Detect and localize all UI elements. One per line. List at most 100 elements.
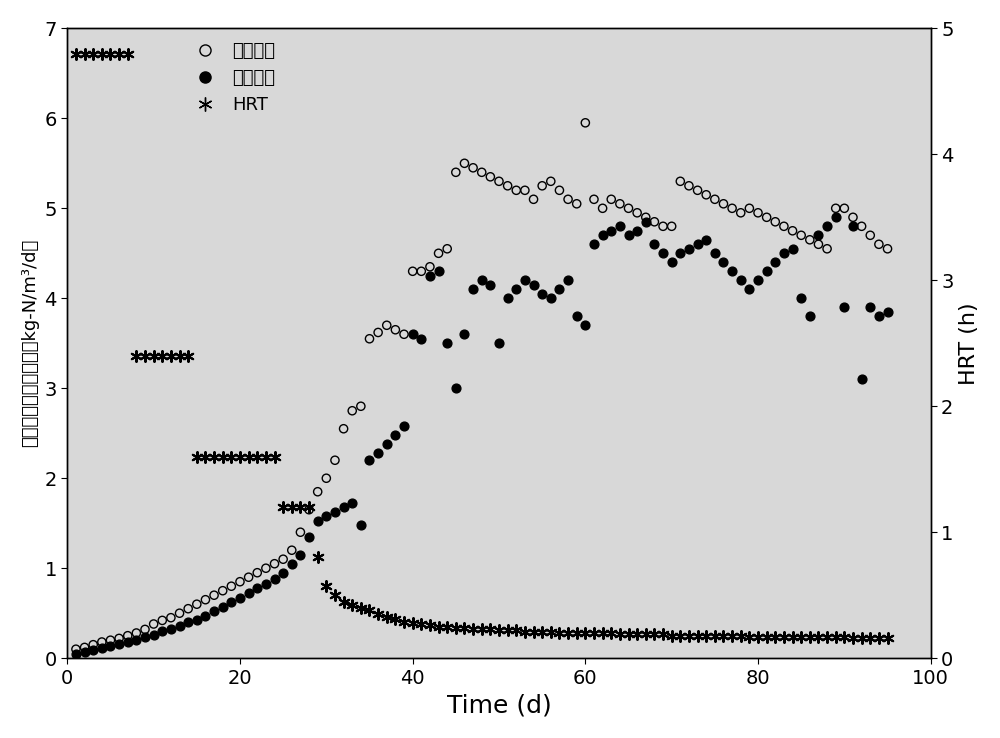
Point	[690, 630, 706, 641]
Point	[180, 603, 196, 615]
Point	[405, 266, 421, 277]
Point	[880, 632, 896, 644]
Point	[517, 275, 533, 286]
Point	[353, 519, 369, 531]
Point	[146, 350, 162, 362]
Point	[551, 283, 567, 295]
Y-axis label: HRT (h): HRT (h)	[959, 302, 979, 384]
Point	[249, 567, 265, 579]
Point	[396, 420, 412, 432]
Point	[664, 630, 680, 641]
Point	[465, 162, 481, 173]
Point	[292, 501, 308, 513]
Point	[526, 626, 542, 638]
Point	[577, 320, 593, 331]
Point	[534, 626, 550, 638]
Point	[810, 230, 826, 241]
Point	[793, 230, 809, 241]
Point	[750, 275, 766, 286]
Point	[77, 641, 93, 653]
Point	[284, 501, 300, 513]
Point	[759, 211, 775, 223]
Point	[77, 48, 93, 60]
Point	[206, 605, 222, 617]
Point	[465, 283, 481, 295]
Point	[241, 587, 257, 599]
Point	[621, 628, 637, 640]
Point	[206, 590, 222, 601]
Point	[336, 423, 352, 435]
Point	[163, 612, 179, 624]
Point	[465, 624, 481, 635]
Point	[422, 261, 438, 272]
Point	[776, 247, 792, 259]
Point	[448, 382, 464, 394]
Point	[120, 636, 136, 648]
Point	[344, 405, 360, 417]
Point	[456, 328, 472, 340]
Point	[793, 292, 809, 304]
Point	[172, 607, 188, 619]
Point	[301, 504, 317, 516]
Point	[68, 48, 84, 60]
Point	[629, 225, 645, 237]
Point	[707, 193, 723, 205]
Point	[249, 451, 265, 463]
Point	[275, 567, 291, 579]
Point	[508, 283, 524, 295]
Point	[405, 617, 421, 629]
Point	[206, 451, 222, 463]
Point	[724, 202, 740, 214]
Point	[569, 627, 585, 639]
Point	[327, 506, 343, 517]
Point	[819, 221, 835, 232]
Point	[638, 216, 654, 228]
Point	[448, 166, 464, 178]
Point	[672, 176, 688, 187]
Point	[163, 350, 179, 362]
Point	[85, 644, 101, 656]
Point	[534, 180, 550, 192]
Point	[724, 266, 740, 277]
Point	[534, 288, 550, 300]
Y-axis label: 容积负荷、去除负荷（kg-N/m³/d）: 容积负荷、去除负荷（kg-N/m³/d）	[21, 239, 39, 447]
Point	[456, 622, 472, 634]
Point	[802, 631, 818, 643]
Point	[871, 632, 887, 644]
Point	[215, 451, 231, 463]
Point	[336, 596, 352, 607]
Point	[353, 400, 369, 412]
Point	[569, 311, 585, 323]
Point	[146, 629, 162, 641]
Point	[767, 216, 783, 228]
Point	[629, 207, 645, 218]
Point	[215, 584, 231, 596]
Point	[517, 184, 533, 196]
Point	[284, 545, 300, 556]
Point	[85, 48, 101, 60]
Point	[223, 580, 239, 592]
Point	[215, 601, 231, 613]
Point	[180, 350, 196, 362]
Point	[836, 631, 852, 643]
Point	[741, 631, 757, 643]
Point	[854, 373, 870, 385]
Point	[310, 486, 326, 497]
Point	[526, 193, 542, 205]
Point	[267, 451, 283, 463]
Point	[111, 632, 127, 644]
Point	[828, 631, 844, 643]
Point	[154, 615, 170, 627]
Point	[102, 641, 118, 652]
Point	[655, 628, 671, 640]
Point	[698, 630, 714, 641]
Point	[543, 176, 559, 187]
Point	[77, 646, 93, 658]
Point	[94, 636, 110, 648]
Point	[249, 582, 265, 594]
Point	[595, 202, 611, 214]
Point	[431, 621, 447, 632]
Point	[197, 451, 213, 463]
Point	[310, 551, 326, 563]
Point	[724, 630, 740, 641]
